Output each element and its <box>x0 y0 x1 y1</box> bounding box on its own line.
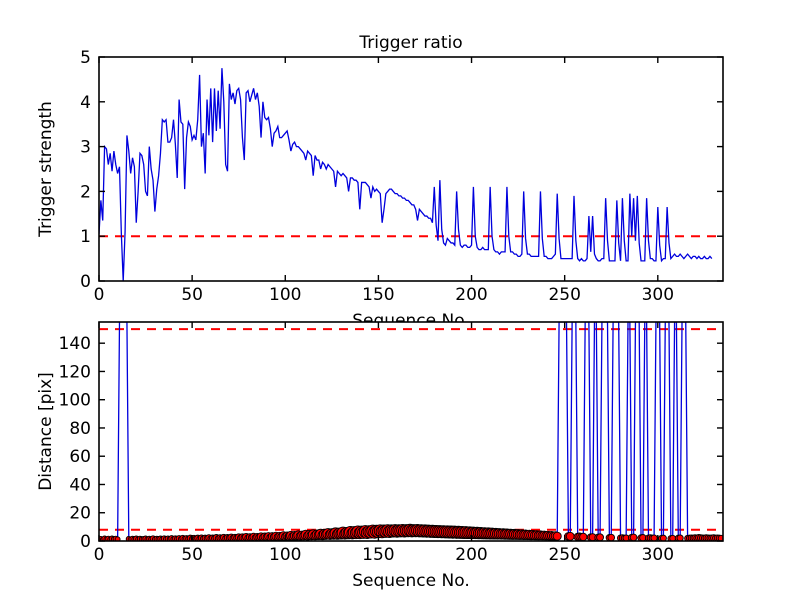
xtick-label-bottom-100: 100 <box>269 545 301 565</box>
xtick-label-bottom-0: 0 <box>94 545 105 565</box>
ytick-label-bottom-120: 120 <box>59 362 91 382</box>
xtick-label-top-300: 300 <box>642 285 674 305</box>
ytick-label-bottom-80: 80 <box>69 419 91 439</box>
axes-frame-bottom <box>98 321 724 542</box>
xtick-label-bottom-50: 50 <box>181 545 203 565</box>
ytick-label-bottom-60: 60 <box>69 447 91 467</box>
axes-frame-top <box>98 56 724 282</box>
data-marker <box>552 531 562 541</box>
ytick-label-bottom-20: 20 <box>69 504 91 524</box>
panel-bottom: 0 50 100 150 200 250 300 0 20 40 60 80 100 120 140 Sequ… <box>36 321 724 591</box>
data-marker <box>596 533 604 541</box>
ytick-label-top-5: 5 <box>80 48 91 68</box>
xtick-label-top-200: 200 <box>455 285 487 305</box>
xtick-label-bottom-300: 300 <box>642 545 674 565</box>
xtick-label-top-250: 250 <box>548 285 580 305</box>
data-marker <box>659 534 667 541</box>
ytick-label-bottom-40: 40 <box>69 475 91 495</box>
data-marker <box>607 533 616 541</box>
xtick-label-bottom-150: 150 <box>362 545 394 565</box>
ytick-label-bottom-0: 0 <box>80 532 91 552</box>
xtick-label-top-50: 50 <box>181 285 203 305</box>
data-marker <box>676 534 684 541</box>
data-line-top <box>99 68 713 281</box>
data-marker <box>717 534 723 541</box>
ytick-label-top-1: 1 <box>80 227 91 247</box>
data-marker <box>579 532 588 541</box>
marker-group-bottom <box>99 523 723 541</box>
ytick-label-bottom-100: 100 <box>59 391 91 411</box>
xtick-label-bottom-200: 200 <box>455 545 487 565</box>
plot-background-top <box>99 57 723 281</box>
ytick-label-top-0: 0 <box>80 272 91 292</box>
xtick-label-top-100: 100 <box>269 285 301 305</box>
xtick-label-top-0: 0 <box>94 285 105 305</box>
data-marker <box>114 536 121 541</box>
ytick-label-top-3: 3 <box>80 138 91 158</box>
yaxis-label-top: Trigger strength <box>36 101 56 238</box>
xtick-label-bottom-250: 250 <box>548 545 580 565</box>
data-marker <box>629 533 638 541</box>
chart-title: Trigger ratio <box>358 33 462 53</box>
plot-background-bottom <box>99 322 723 541</box>
data-marker <box>565 531 575 541</box>
xtick-label-top-150: 150 <box>362 285 394 305</box>
xaxis-label-bottom: Sequence No. <box>352 571 469 591</box>
ytick-label-top-2: 2 <box>80 182 91 202</box>
yaxis-label-bottom: Distance [pix] <box>36 372 56 491</box>
ytick-label-top-4: 4 <box>80 93 91 113</box>
ytick-label-bottom-140: 140 <box>59 334 91 354</box>
